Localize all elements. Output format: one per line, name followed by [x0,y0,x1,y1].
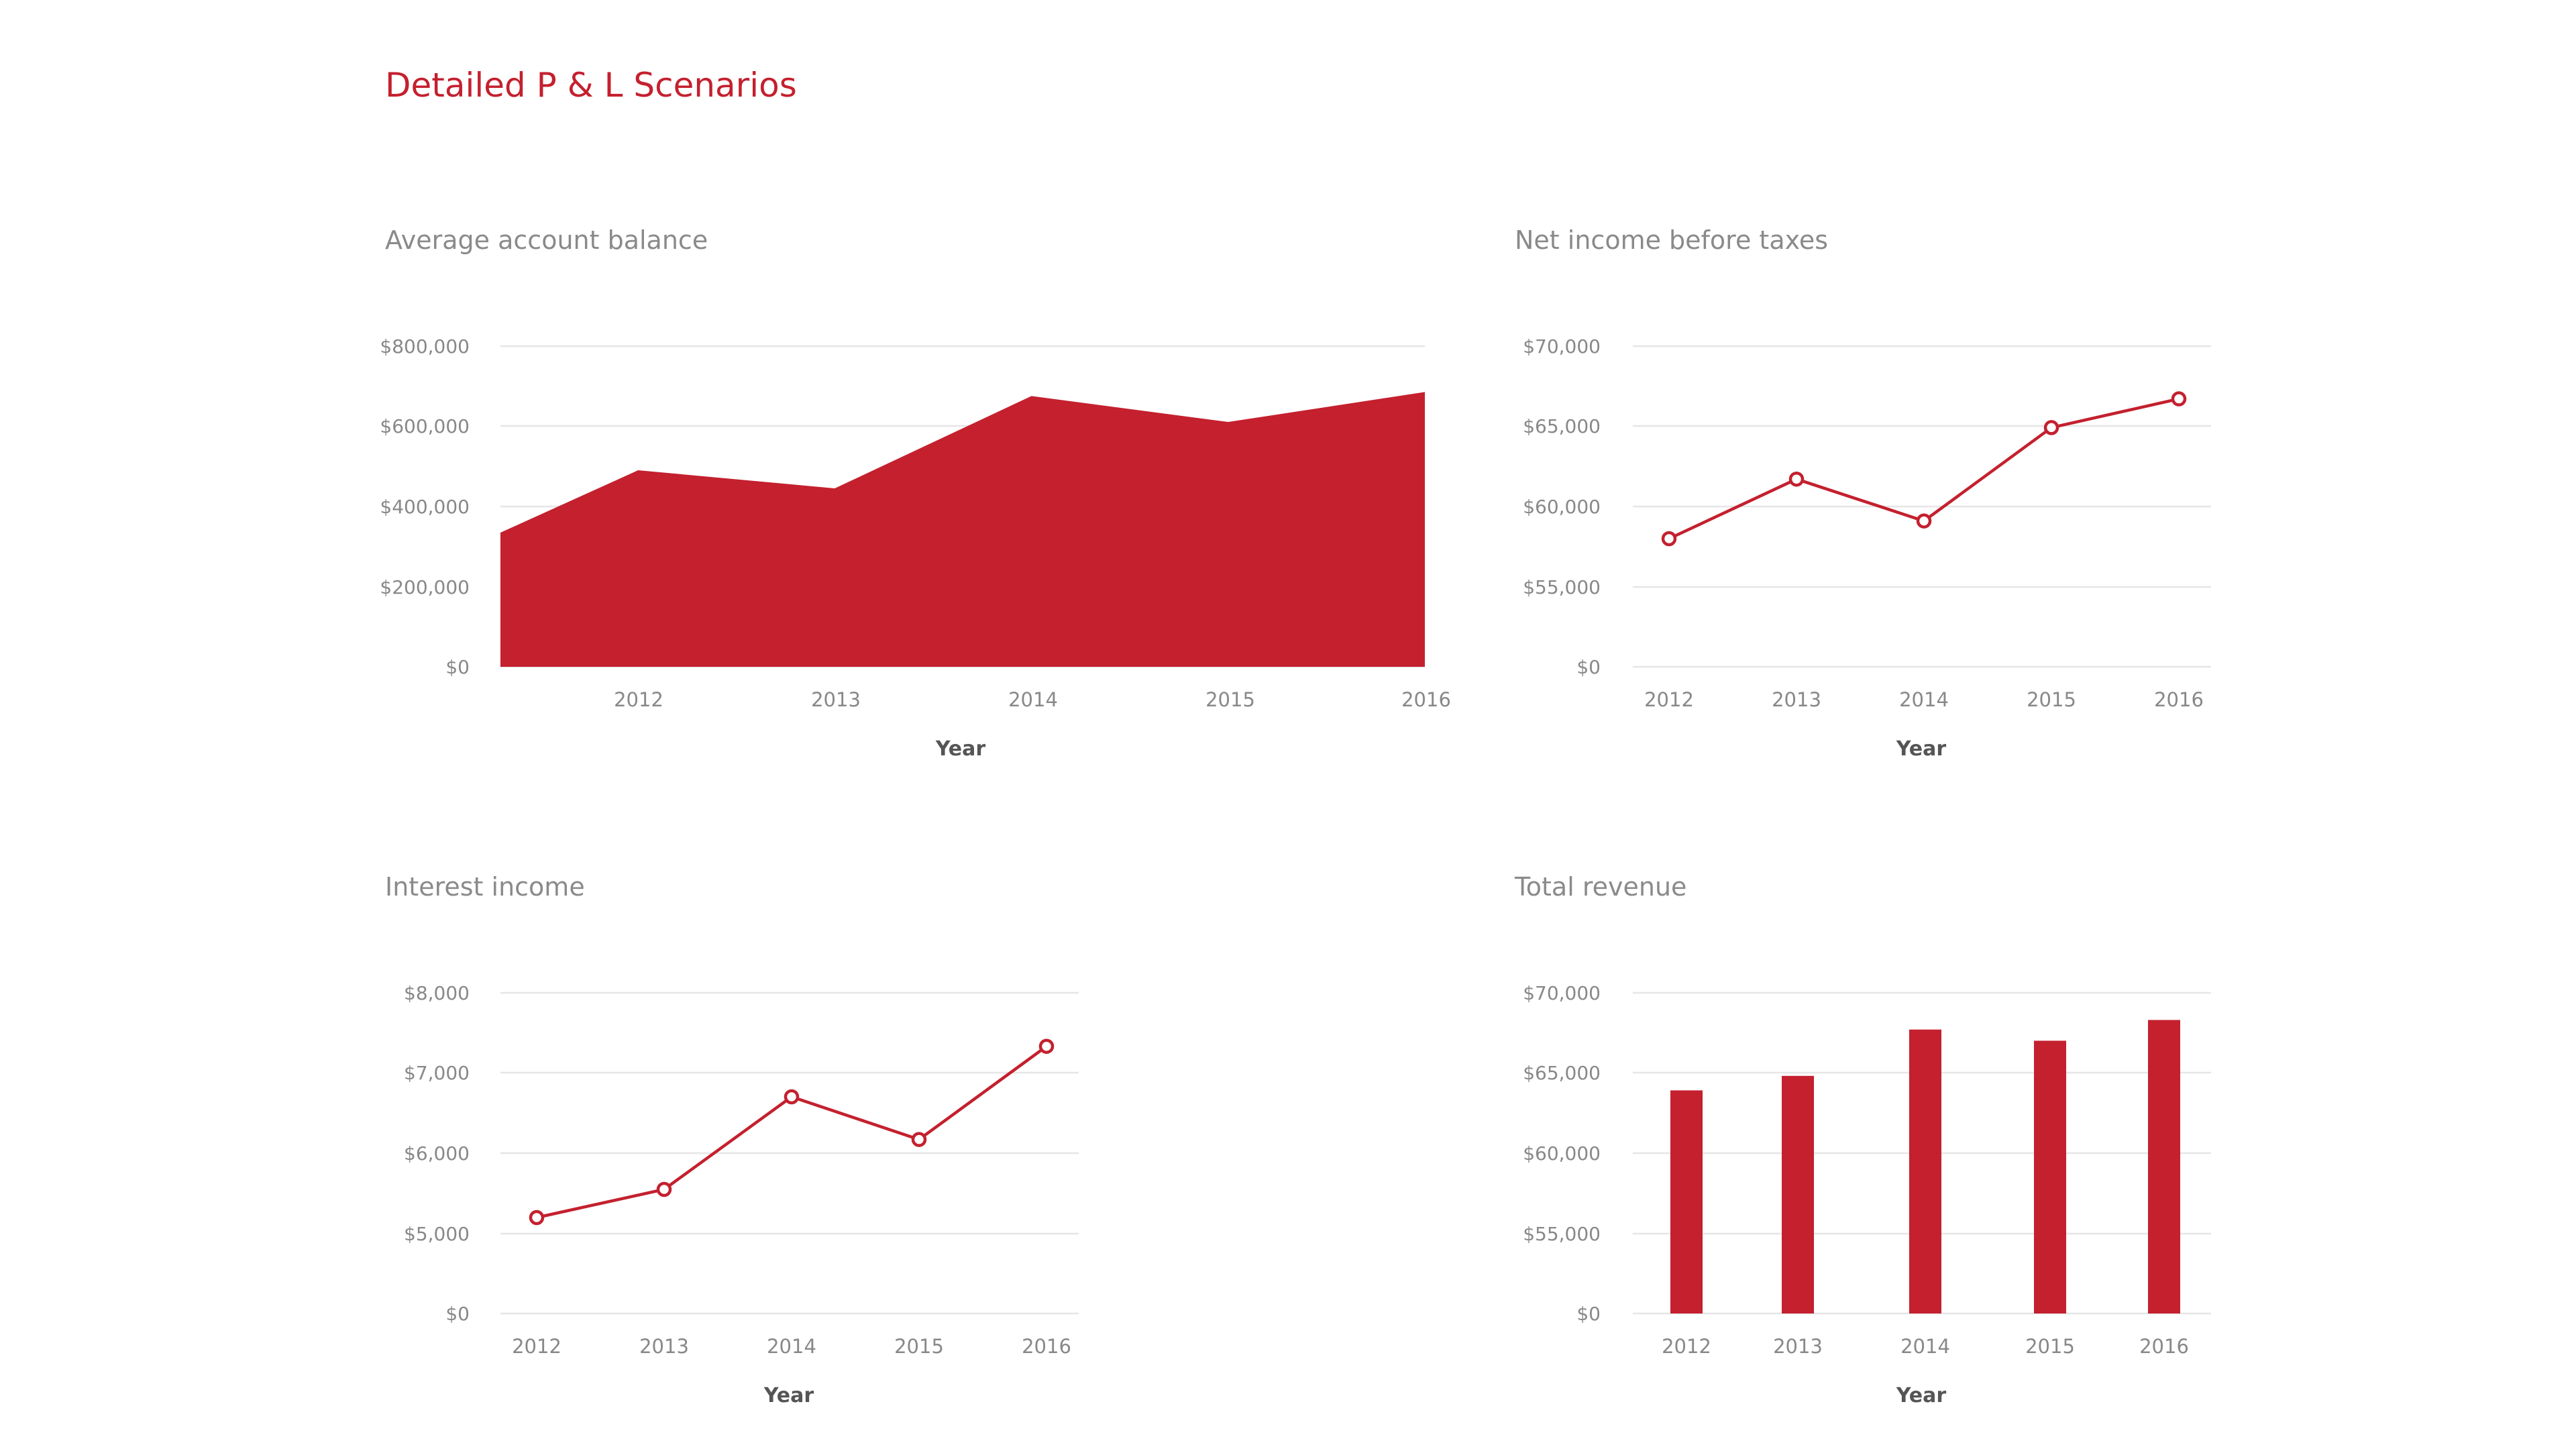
x-axis-label: Year [935,737,986,761]
y-tick-label: $400,000 [380,496,470,518]
chart-title-total-revenue: Total revenue [1515,872,1687,902]
data-point [911,1132,927,1147]
x-tick-label: 2014 [1008,688,1058,711]
bar [1782,1075,1814,1313]
x-tick-label: 2012 [1662,1335,1711,1358]
x-tick-label: 2012 [1644,688,1694,711]
y-tick-label: $0 [1576,1303,1601,1325]
x-tick-label: 2012 [512,1335,561,1358]
chart-total-revenue: $0 $55,000 $60,000 $65,000 $70,000 2012 2013 20… [1523,982,2211,1407]
y-tick-label: $65,000 [1523,1062,1601,1084]
data-point [1788,471,1805,487]
x-tick-label: 2013 [1772,688,1821,711]
area-series [500,392,1425,667]
bar [2148,1020,2180,1313]
y-tick-label: $0 [445,656,470,678]
chart-title-net-income-before-taxes: Net income before taxes [1515,225,1829,255]
data-point [529,1210,545,1226]
chart-avg-balance: $0 $200,000 $400,000 $600,000 $800,000 2012 20… [380,335,1451,761]
y-tick-label: $70,000 [1523,982,1601,1004]
bar [1909,1029,1941,1313]
y-tick-label: $800,000 [380,335,470,358]
x-tick-label: 2016 [1401,688,1451,711]
chart-interest-income: $0 $5,000 $6,000 $7,000 $8,000 2012 2013 2014 20… [404,982,1079,1407]
x-tick-label: 2014 [767,1335,816,1358]
x-tick-label: 2015 [1205,688,1255,711]
x-tick-label: 2014 [1899,688,1949,711]
x-tick-label: 2014 [1900,1335,1950,1358]
bar [2034,1040,2066,1313]
x-tick-label: 2016 [2139,1335,2189,1358]
data-point [2171,391,2187,407]
x-tick-label: 2012 [614,688,663,711]
chart-title-average-account-balance: Average account balance [385,225,708,255]
data-point [656,1181,672,1197]
y-tick-label: $65,000 [1523,415,1601,437]
y-tick-label: $6,000 [404,1142,470,1165]
bar [1670,1090,1703,1313]
x-tick-label: 2013 [1773,1335,1823,1358]
x-axis-label: Year [763,1384,814,1407]
chart-title-interest-income: Interest income [385,872,585,902]
y-tick-label: $200,000 [380,576,470,598]
x-axis-label: Year [1896,737,1947,761]
page-title: Detailed P & L Scenarios [385,66,797,105]
y-tick-label: $60,000 [1523,496,1601,518]
y-tick-label: $0 [1576,656,1601,678]
y-tick-label: $55,000 [1523,576,1601,598]
y-tick-label: $70,000 [1523,335,1601,358]
x-tick-label: 2015 [894,1335,944,1358]
x-tick-label: 2016 [2154,688,2204,711]
data-point [784,1089,800,1105]
data-point [2043,420,2059,435]
y-tick-label: $55,000 [1523,1223,1601,1245]
y-tick-label: $0 [445,1303,470,1325]
data-point [1038,1038,1055,1054]
y-tick-label: $600,000 [380,415,470,437]
x-tick-label: 2015 [2025,1335,2075,1358]
chart-net-income: $0 $55,000 $60,000 $65,000 $70,000 2012 2013 20… [1523,335,2211,761]
x-tick-label: 2013 [639,1335,689,1358]
y-tick-label: $60,000 [1523,1142,1601,1165]
x-tick-label: 2015 [2027,688,2076,711]
x-tick-label: 2013 [811,688,861,711]
y-tick-label: $5,000 [404,1223,470,1245]
y-tick-label: $7,000 [404,1062,470,1084]
data-point [1661,531,1677,547]
x-tick-label: 2016 [1022,1335,1071,1358]
x-axis-label: Year [1896,1384,1947,1407]
y-tick-label: $8,000 [404,982,470,1004]
data-point [1916,513,1932,529]
